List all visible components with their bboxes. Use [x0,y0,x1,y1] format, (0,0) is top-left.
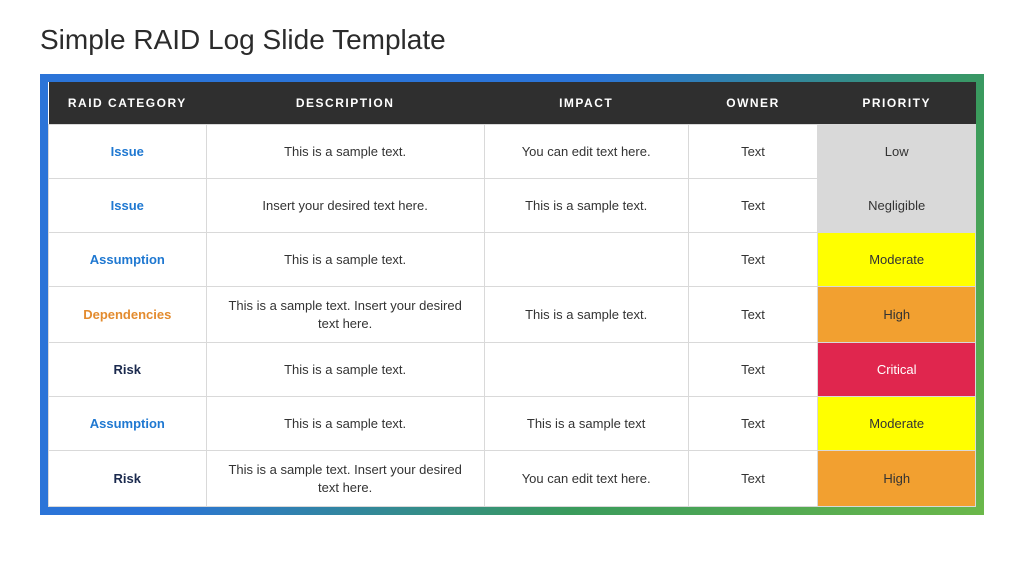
cell-description: This is a sample text. Insert your desir… [206,451,484,507]
cell-category: Risk [49,451,207,507]
cell-owner: Text [688,343,818,397]
cell-priority: Moderate [818,233,976,287]
cell-priority: High [818,287,976,343]
cell-description: This is a sample text. [206,343,484,397]
column-header: OWNER [688,82,818,125]
table-row: RiskThis is a sample text. TextCritical [49,343,976,397]
cell-impact: This is a sample text. [484,287,688,343]
cell-impact: This is a sample text. [484,179,688,233]
table-row: IssueInsert your desired text here.This … [49,179,976,233]
cell-impact [484,233,688,287]
table-body: IssueThis is a sample text.You can edit … [49,125,976,507]
cell-category: Assumption [49,233,207,287]
cell-priority: High [818,451,976,507]
table-row: AssumptionThis is a sample text.This is … [49,397,976,451]
table-frame: RAID CATEGORYDESCRIPTIONIMPACTOWNERPRIOR… [40,74,984,515]
table-row: RiskThis is a sample text. Insert your d… [49,451,976,507]
cell-category: Issue [49,179,207,233]
column-header: IMPACT [484,82,688,125]
cell-owner: Text [688,451,818,507]
table-row: IssueThis is a sample text.You can edit … [49,125,976,179]
cell-description: This is a sample text. [206,233,484,287]
page-title: Simple RAID Log Slide Template [40,24,984,56]
table-row: DependenciesThis is a sample text. Inser… [49,287,976,343]
cell-category: Dependencies [49,287,207,343]
cell-owner: Text [688,125,818,179]
cell-priority: Negligible [818,179,976,233]
cell-category: Risk [49,343,207,397]
cell-priority: Moderate [818,397,976,451]
cell-owner: Text [688,287,818,343]
cell-description: This is a sample text. Insert your desir… [206,287,484,343]
table-header-row: RAID CATEGORYDESCRIPTIONIMPACTOWNERPRIOR… [49,82,976,125]
column-header: RAID CATEGORY [49,82,207,125]
column-header: PRIORITY [818,82,976,125]
cell-impact [484,343,688,397]
table-row: AssumptionThis is a sample text. TextMode… [49,233,976,287]
cell-impact: You can edit text here. [484,125,688,179]
cell-priority: Low [818,125,976,179]
cell-priority: Critical [818,343,976,397]
column-header: DESCRIPTION [206,82,484,125]
cell-category: Issue [49,125,207,179]
cell-owner: Text [688,233,818,287]
cell-description: This is a sample text. [206,397,484,451]
cell-description: Insert your desired text here. [206,179,484,233]
cell-owner: Text [688,179,818,233]
cell-description: This is a sample text. [206,125,484,179]
cell-impact: You can edit text here. [484,451,688,507]
raid-table: RAID CATEGORYDESCRIPTIONIMPACTOWNERPRIOR… [48,82,976,507]
cell-owner: Text [688,397,818,451]
cell-impact: This is a sample text [484,397,688,451]
cell-category: Assumption [49,397,207,451]
